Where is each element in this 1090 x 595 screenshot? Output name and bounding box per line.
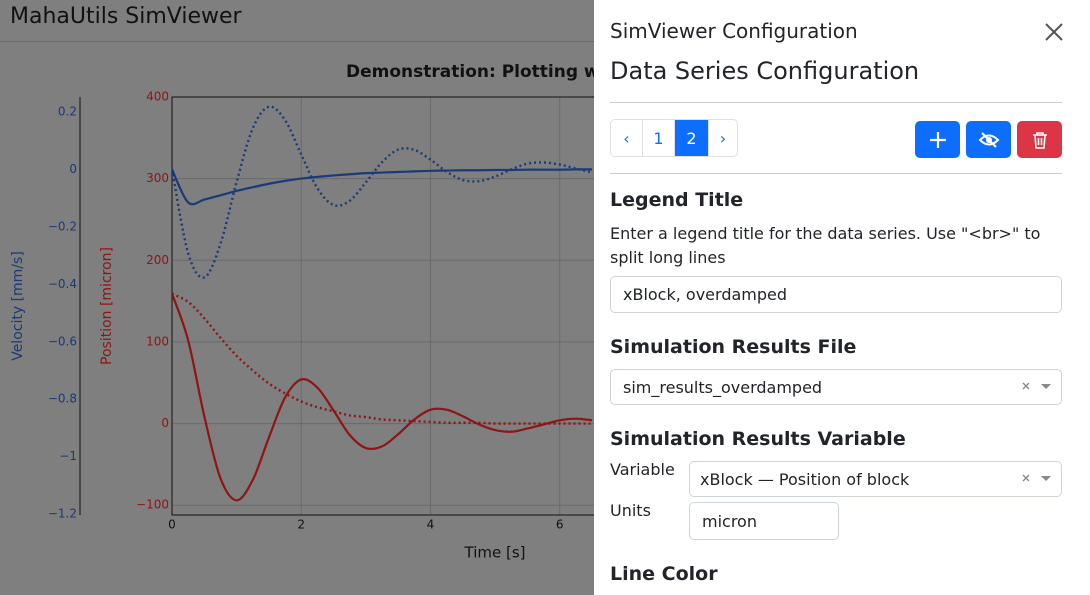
y-tick-label: −100 [136,498,169,512]
panel-title: SimViewer Configuration [610,19,858,43]
select-controls [1022,474,1051,482]
x-tick-label: 0 [168,518,176,532]
series-line [172,292,593,425]
page-prev[interactable]: ‹ [611,120,643,156]
y2-tick-label: −1 [59,449,77,463]
pagination: ‹ 1 2 › [610,119,738,157]
legend-title-label: Legend Title [610,189,744,211]
app-title: MahaUtils SimViewer [10,4,242,29]
results-variable-label: Simulation Results Variable [610,428,906,450]
series-line [172,293,593,502]
add-button[interactable] [915,121,960,158]
results-file-value: sim_results_overdamped [623,377,823,397]
config-panel: SimViewer Configuration Data Series Conf… [594,0,1090,595]
select-controls [1022,382,1051,390]
y-tick-label: 400 [146,90,169,104]
x-tick-label: 6 [556,518,564,532]
units-input[interactable]: micron [689,502,839,540]
y-tick-label: 200 [146,253,169,267]
y-axis-label: Position [micron] [99,247,115,365]
page-link[interactable]: 1 [643,120,675,156]
x-axis-label: Time [s] [464,544,526,562]
chart-title: Demonstration: Plotting w [346,62,594,82]
y-tick-label: 300 [146,171,169,185]
series-line [172,105,593,279]
series-line [172,168,593,206]
panel-heading: Data Series Configuration [610,57,920,85]
x-tick-label: 2 [297,518,305,532]
y-tick-label: 100 [146,334,169,348]
units-label: Units [610,501,651,520]
plot-frame [171,96,594,516]
hide-button[interactable] [966,121,1011,158]
y2-tick-label: −0.6 [48,334,77,348]
results-file-label: Simulation Results File [610,336,857,358]
y2-axis-label: Velocity [mm/s] [10,251,26,361]
variable-select[interactable]: xBlock — Position of block [689,461,1062,497]
legend-title-help: Enter a legend title for the data series… [610,224,1041,267]
y2-tick-label: −0.8 [48,392,77,406]
results-file-select[interactable]: sim_results_overdamped [610,369,1062,405]
variable-label: Variable [610,460,675,479]
y2-tick-label: 0.2 [58,104,77,118]
x-tick-label: 4 [427,518,435,532]
y2-tick-label: −0.2 [48,219,77,233]
page-link-active[interactable]: 2 [675,120,709,156]
y2-tick-label: −0.4 [48,277,77,291]
y2-tick-label: −1.2 [48,507,77,521]
page-next[interactable]: › [719,128,727,148]
legend-title-input[interactable]: xBlock, overdamped [610,276,1062,313]
y-tick-label: 0 [161,416,169,430]
variable-value: xBlock — Position of block [700,469,910,489]
header-divider [0,41,594,42]
divider [610,102,1062,103]
line-color-label: Line Color [610,563,718,585]
delete-button[interactable] [1017,121,1062,158]
chart: Demonstration: Plotting w Time [s] Posit… [10,62,594,562]
divider [610,173,1062,174]
close-button[interactable] [1044,22,1064,42]
y2-tick-label: 0 [69,162,77,176]
